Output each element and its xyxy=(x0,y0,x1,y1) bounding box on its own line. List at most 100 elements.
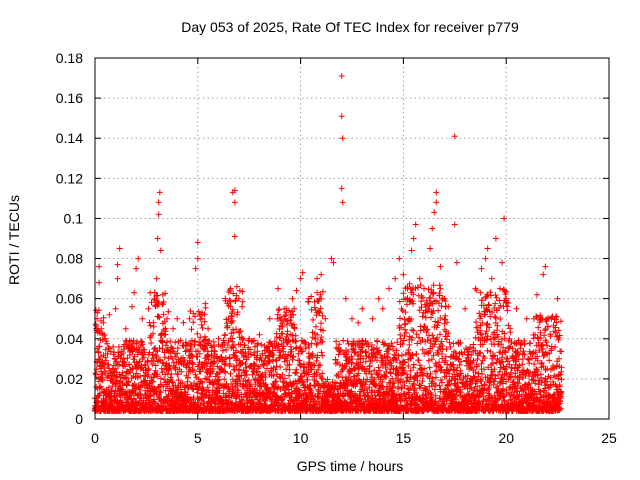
data-point xyxy=(226,355,233,362)
data-point xyxy=(126,352,133,358)
data-point xyxy=(165,355,172,362)
data-point xyxy=(179,379,186,386)
data-point xyxy=(243,364,250,371)
y-tick-label: 0.18 xyxy=(56,50,83,66)
data-point xyxy=(259,350,266,357)
data-point xyxy=(125,378,132,385)
data-point xyxy=(197,368,204,375)
data-point xyxy=(273,363,280,370)
data-point xyxy=(192,313,199,320)
data-point xyxy=(169,345,176,352)
data-point xyxy=(216,387,223,394)
data-point xyxy=(240,335,247,342)
data-point xyxy=(234,309,241,316)
data-point xyxy=(237,328,244,335)
data-point xyxy=(253,387,260,394)
y-tick-labels: 00.020.040.060.080.10.120.140.160.18 xyxy=(56,50,83,427)
data-point xyxy=(210,366,217,372)
y-tick-label: 0.02 xyxy=(56,371,83,387)
data-point xyxy=(222,369,229,376)
data-point xyxy=(200,386,207,393)
data-point xyxy=(202,333,208,340)
data-point xyxy=(233,347,239,354)
data-point xyxy=(159,359,166,366)
data-point xyxy=(162,371,169,378)
data-point xyxy=(101,332,108,339)
data-point xyxy=(112,365,119,372)
data-point xyxy=(272,379,278,385)
data-point xyxy=(182,339,189,346)
data-point xyxy=(154,348,161,355)
data-point xyxy=(229,317,236,324)
data-point xyxy=(201,318,208,325)
data-point xyxy=(137,366,144,372)
data-point xyxy=(239,360,246,366)
data-point xyxy=(106,345,113,352)
data-point xyxy=(260,377,266,384)
data-point xyxy=(199,387,206,394)
data-point xyxy=(151,399,158,406)
data-point xyxy=(258,383,265,390)
data-point xyxy=(276,314,283,321)
data-point xyxy=(199,379,206,386)
data-point xyxy=(125,342,132,349)
data-point xyxy=(254,348,261,355)
data-point xyxy=(229,335,236,342)
x-tick-label: 20 xyxy=(498,430,514,446)
data-point xyxy=(197,401,204,408)
data-point xyxy=(185,374,191,381)
data-point xyxy=(233,292,240,299)
data-point xyxy=(105,384,112,391)
data-point xyxy=(197,341,204,348)
data-point xyxy=(167,374,174,381)
data-point xyxy=(95,349,102,356)
data-point xyxy=(161,318,168,325)
data-point xyxy=(198,321,205,328)
y-tick-label: 0.1 xyxy=(64,210,84,226)
data-point xyxy=(141,361,148,368)
data-point xyxy=(131,353,138,360)
data-point xyxy=(165,308,172,315)
data-point xyxy=(169,355,176,362)
y-tick-label: 0.08 xyxy=(56,251,83,267)
data-point xyxy=(239,303,246,310)
data-point xyxy=(215,373,222,380)
data-point xyxy=(156,345,163,351)
data-point xyxy=(218,365,225,372)
data-point xyxy=(169,379,176,386)
data-point xyxy=(211,343,218,350)
data-point xyxy=(227,370,234,377)
data-point xyxy=(141,349,148,356)
data-point xyxy=(221,361,228,368)
data-point xyxy=(150,330,156,337)
data-point xyxy=(233,326,239,333)
data-point xyxy=(150,355,157,362)
data-point xyxy=(211,378,218,385)
data-point xyxy=(116,392,123,398)
data-point xyxy=(130,395,137,402)
data-point xyxy=(274,394,281,401)
data-point xyxy=(230,392,237,398)
data-point xyxy=(172,364,179,371)
x-tick-label: 10 xyxy=(293,430,309,446)
data-point xyxy=(261,362,267,369)
data-point xyxy=(235,387,242,394)
data-point xyxy=(206,389,212,396)
data-point xyxy=(181,357,188,363)
x-tick-labels: 0 5 10 15 20 25 xyxy=(91,430,617,446)
data-point xyxy=(168,378,175,385)
data-point xyxy=(144,373,151,380)
data-point xyxy=(105,361,112,368)
data-point xyxy=(236,366,243,373)
data-point xyxy=(250,360,257,367)
data-point xyxy=(202,304,209,311)
data-point xyxy=(184,347,190,354)
data-point xyxy=(272,366,279,373)
data-point xyxy=(275,341,282,348)
data-point xyxy=(267,388,274,395)
data-point xyxy=(277,335,284,342)
data-point xyxy=(221,376,228,383)
data-point xyxy=(189,337,195,344)
data-point xyxy=(274,311,281,318)
data-point xyxy=(256,397,263,404)
